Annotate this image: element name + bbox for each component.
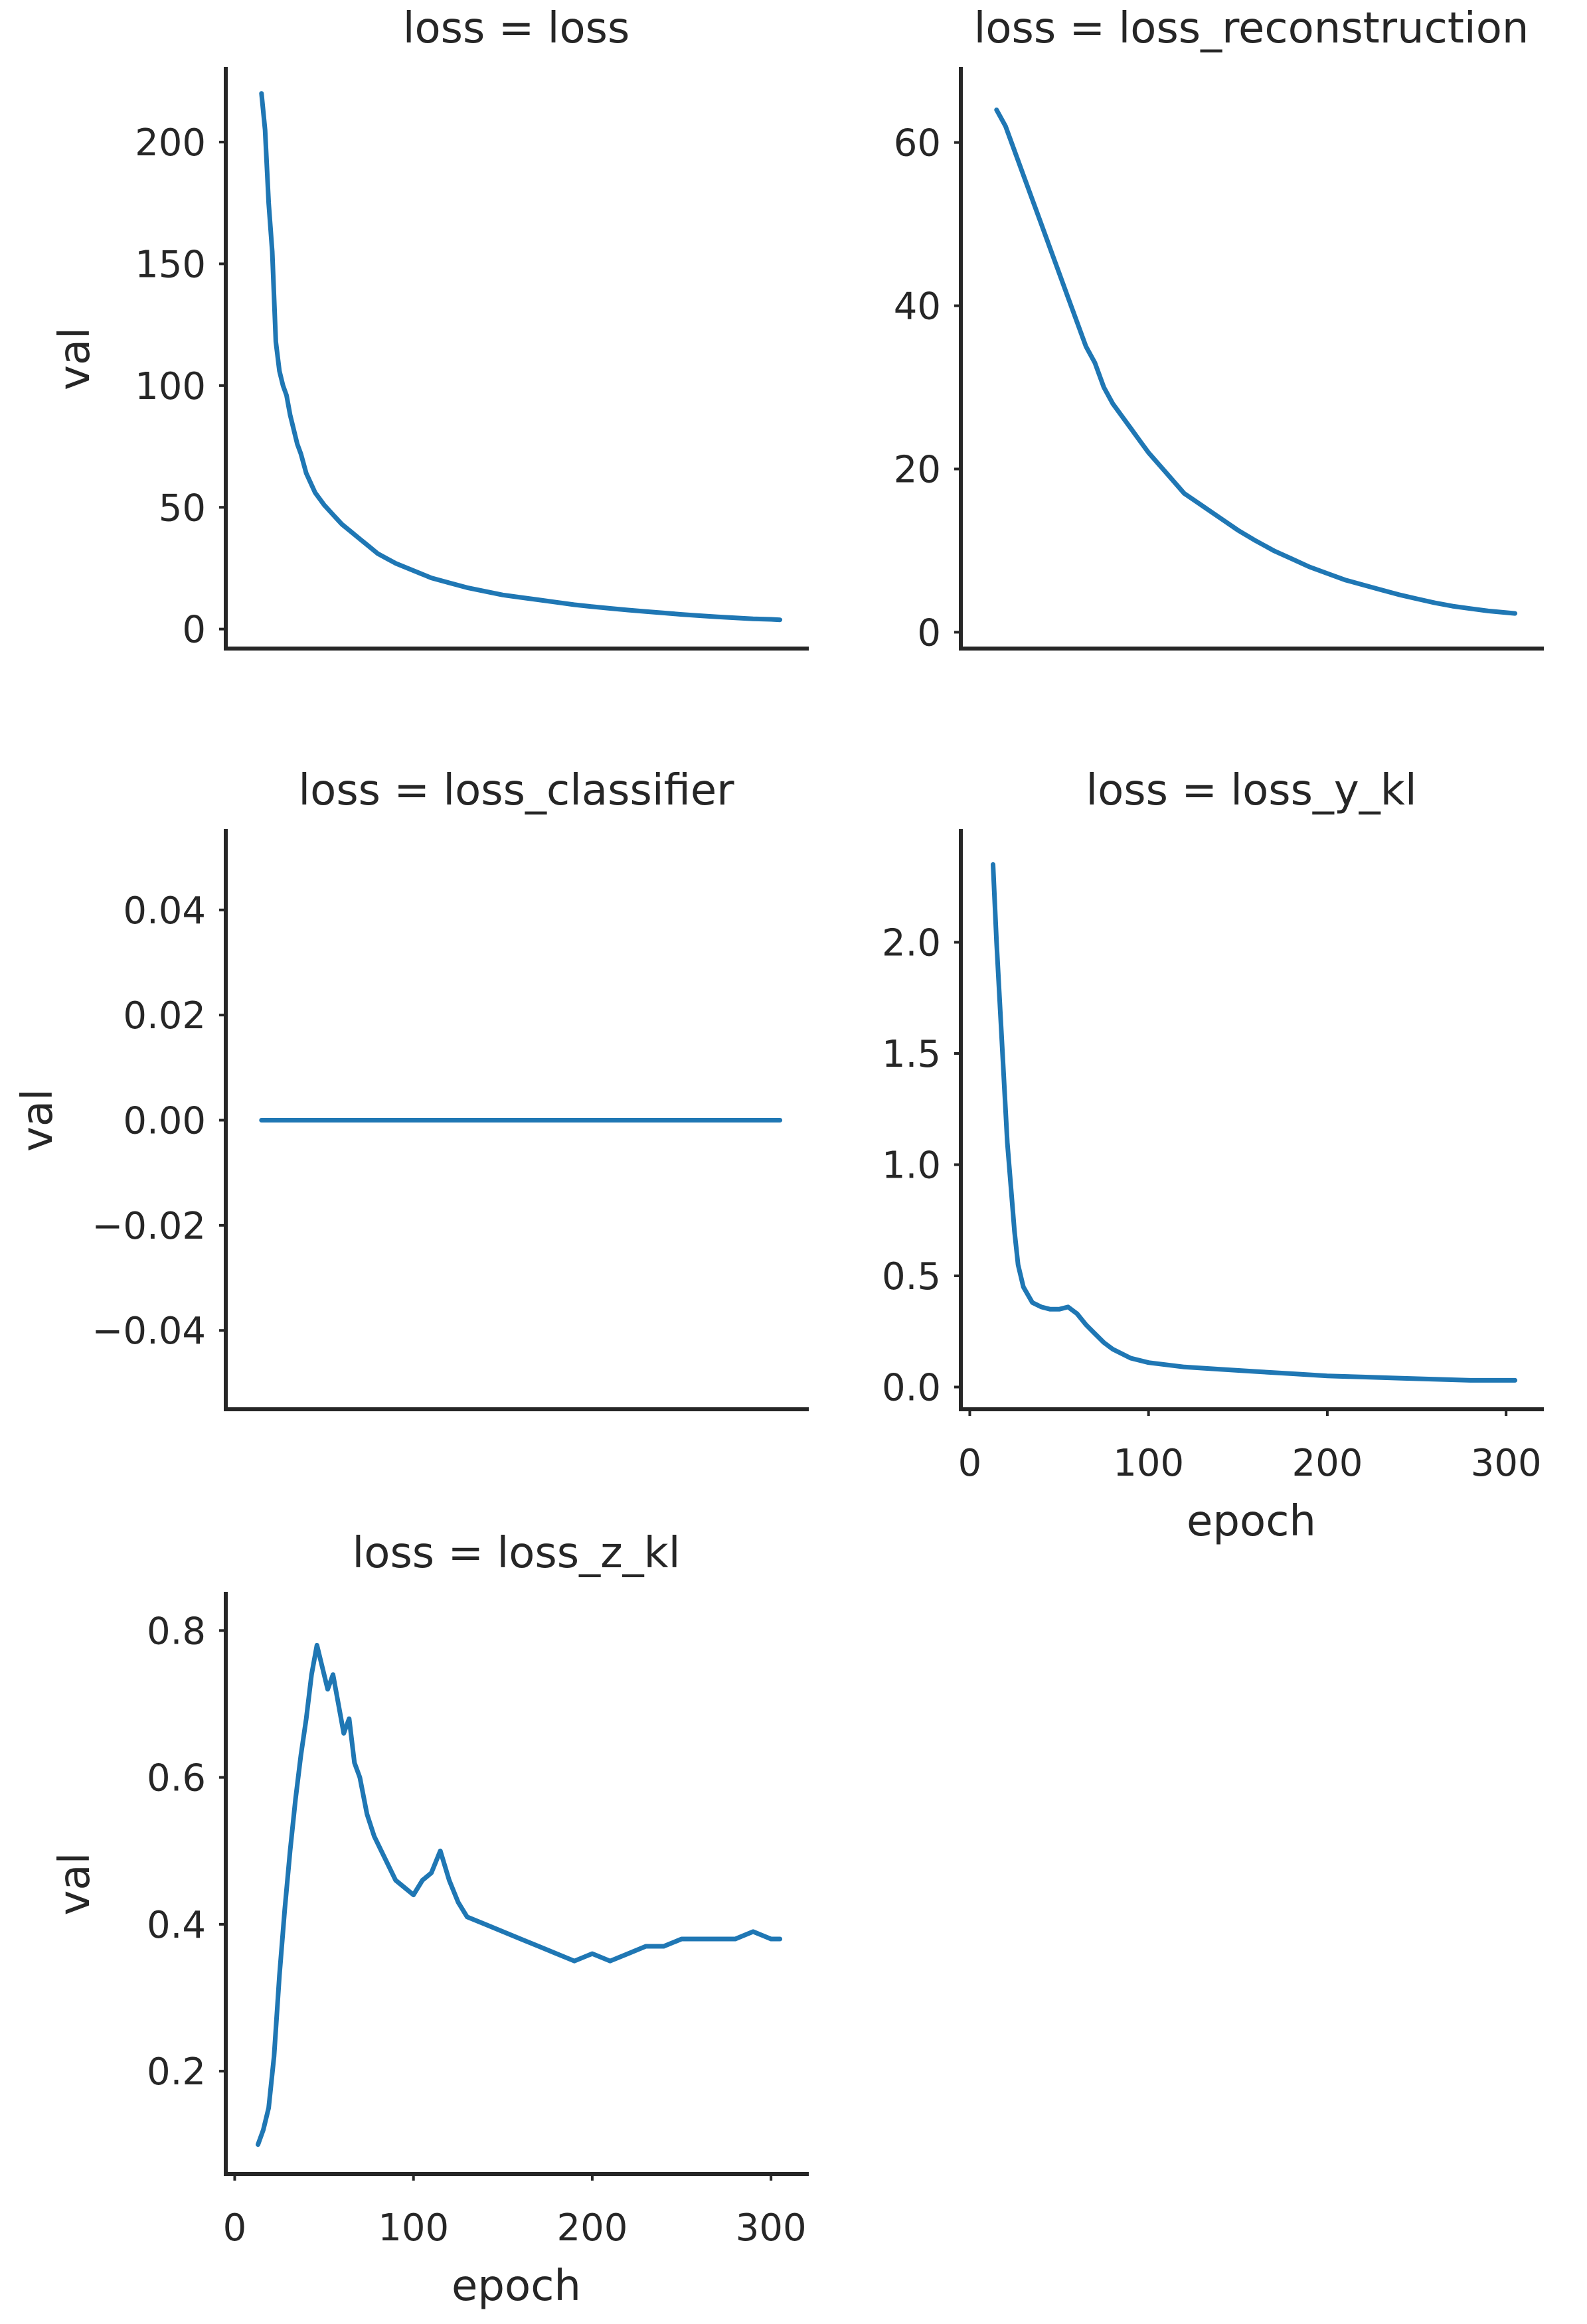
x-axis-label: epoch — [1187, 1497, 1316, 1546]
y-tick-label: 1.5 — [882, 1033, 941, 1076]
y-tick-label: 0.5 — [882, 1255, 941, 1298]
y-tick-label: 2.0 — [882, 922, 941, 965]
y-tick-label: 100 — [135, 365, 206, 408]
y-tick-label: 0 — [917, 611, 941, 655]
x-tick-label: 100 — [1113, 1442, 1184, 1485]
panel-1: loss = loss 0 50 100 150 200 val — [50, 4, 809, 652]
panel-title: loss = loss_z_kl — [353, 1529, 681, 1578]
y-tick-label: 20 — [894, 448, 941, 491]
y-tick-label: 0.4 — [147, 1904, 206, 1947]
y-tick-label: 60 — [894, 122, 941, 165]
series-line — [991, 862, 1518, 1383]
x-tick-label: 0 — [223, 2207, 247, 2250]
y-tick-label: −0.04 — [92, 1310, 206, 1353]
x-tick-label: 100 — [378, 2207, 449, 2250]
y-tick-label: 0.8 — [147, 1610, 206, 1653]
y-axis-label: val — [50, 1853, 100, 1916]
y-tick-label: 0.0 — [882, 1367, 941, 1410]
x-tick-label: 0 — [958, 1442, 982, 1485]
y-tick-label: 1.0 — [882, 1144, 941, 1188]
y-axis-label: val — [13, 1089, 62, 1152]
panel-title: loss = loss — [403, 4, 630, 53]
x-axis-label: epoch — [452, 2262, 581, 2311]
x-tick-label: 300 — [736, 2207, 807, 2250]
y-tick-label: 0 — [182, 609, 206, 652]
y-tick-label: 0.2 — [147, 2051, 206, 2094]
y-tick-label: 0.00 — [123, 1100, 206, 1143]
panel-title: loss = loss_y_kl — [1086, 766, 1416, 815]
y-tick-label: 150 — [135, 243, 206, 286]
series-line — [994, 108, 1518, 616]
y-tick-label: 200 — [135, 121, 206, 165]
series-line — [259, 91, 783, 623]
y-tick-label: 50 — [159, 487, 206, 530]
y-tick-label: 40 — [894, 285, 941, 329]
panel-2: loss = loss_reconstruction 0 20 40 60 — [894, 4, 1544, 655]
y-tick-label: 0.04 — [123, 890, 206, 933]
panel-3: loss = loss_classifier −0.04 −0.02 0.00 0.02… — [13, 766, 809, 1411]
panel-4: loss = loss_y_kl 0.0 0.5 1.0 1.5 2.0 0 100 200 30… — [882, 766, 1544, 1546]
y-tick-label: 0.02 — [123, 994, 206, 1038]
panel-5: loss = loss_z_kl 0.2 0.4 0.6 0.8 0 100 200 300 va… — [50, 1529, 809, 2311]
y-axis-label: val — [50, 327, 100, 390]
x-tick-label: 200 — [556, 2207, 627, 2250]
x-tick-label: 200 — [1292, 1442, 1363, 1485]
y-tick-label: 0.6 — [147, 1757, 206, 1800]
x-tick-label: 300 — [1471, 1442, 1542, 1485]
panel-title: loss = loss_classifier — [298, 766, 734, 815]
series-line — [256, 1642, 783, 2147]
panel-title: loss = loss_reconstruction — [974, 4, 1529, 53]
y-tick-label: −0.02 — [92, 1205, 206, 1248]
